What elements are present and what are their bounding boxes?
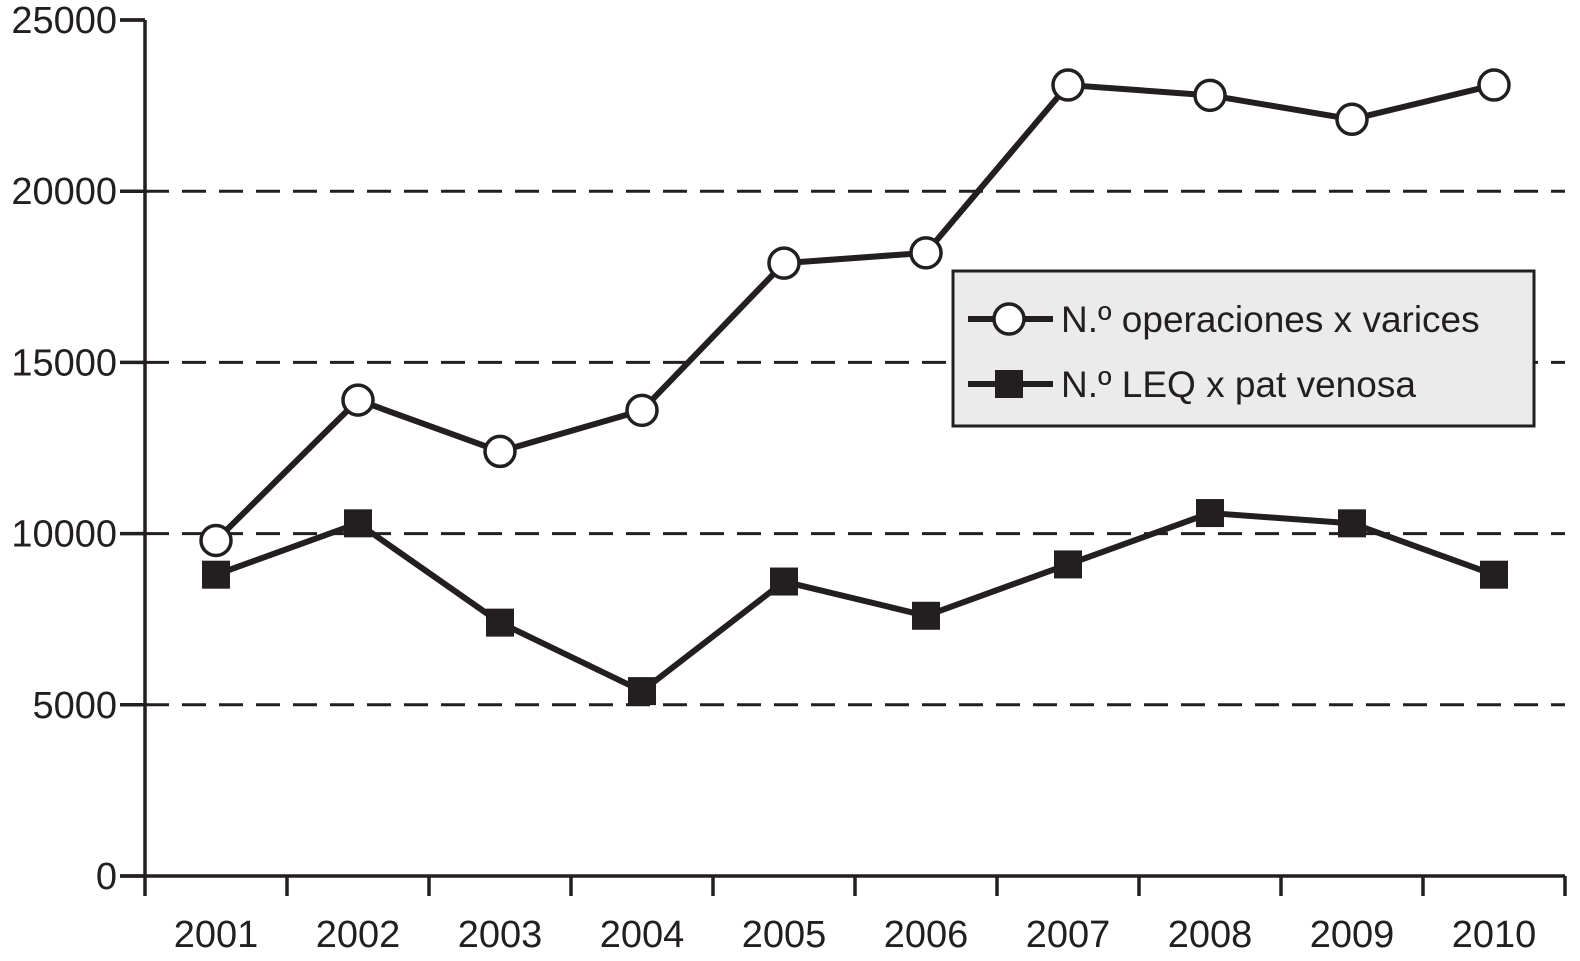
legend-marker — [992, 302, 1026, 336]
x-tick-label: 2008 — [1168, 914, 1253, 956]
series-line — [213, 82, 1495, 543]
data-point — [483, 434, 517, 469]
legend: N.º operaciones x varices N.º LEQ x pat v… — [951, 269, 1536, 428]
data-point — [202, 560, 230, 589]
x-axis-ticks: 2001 2002 2003 2004 2005 2006 2007 2008 2009 2010 — [143, 876, 1567, 956]
data-point — [344, 509, 372, 538]
series-line — [214, 510, 1496, 695]
y-tick-label: 5000 — [32, 685, 117, 727]
data-series — [199, 68, 1511, 706]
legend-marker — [995, 370, 1023, 398]
data-point — [341, 383, 375, 417]
data-point — [1193, 78, 1227, 113]
y-tick-label: 25000 — [11, 0, 117, 42]
data-point — [625, 393, 659, 428]
y-tick-label: 15000 — [11, 342, 117, 384]
data-point — [1054, 550, 1082, 579]
data-point — [1338, 509, 1366, 538]
data-point — [486, 608, 514, 637]
x-tick-label: 2002 — [316, 914, 401, 956]
axes — [120, 18, 1565, 878]
y-tick-label: 0 — [96, 856, 117, 898]
data-point — [1477, 68, 1511, 102]
legend-box — [951, 269, 1536, 428]
data-point — [912, 601, 940, 630]
data-point — [909, 236, 943, 270]
data-point — [628, 677, 656, 706]
x-tick-label: 2005 — [742, 914, 827, 956]
data-point — [199, 523, 233, 558]
data-point — [767, 246, 801, 280]
legend-item: N.º LEQ x pat venosa — [968, 364, 1416, 405]
series-2 — [202, 499, 1508, 706]
y-tick-label: 20000 — [11, 171, 117, 213]
x-tick-label: 2010 — [1452, 914, 1537, 956]
legend-item: N.º operaciones x varices — [968, 299, 1480, 340]
x-tick-label: 2004 — [600, 914, 685, 956]
data-point — [1335, 102, 1369, 137]
data-point — [1480, 560, 1508, 589]
legend-label: N.º operaciones x varices — [1061, 299, 1480, 340]
x-tick-label: 2009 — [1310, 914, 1395, 956]
data-point — [1051, 68, 1085, 102]
x-tick-label: 2003 — [458, 914, 543, 956]
gridlines — [145, 189, 1565, 707]
data-point — [1196, 499, 1224, 528]
y-axis-ticks: 0 5000 10000 15000 20000 25000 — [11, 0, 145, 898]
legend-label: N.º LEQ x pat venosa — [1061, 364, 1416, 405]
series-1 — [199, 68, 1511, 558]
x-tick-label: 2007 — [1026, 914, 1111, 956]
x-tick-label: 2001 — [174, 914, 259, 956]
data-point — [770, 567, 798, 596]
y-tick-label: 10000 — [11, 514, 117, 556]
x-tick-label: 2006 — [884, 914, 969, 956]
